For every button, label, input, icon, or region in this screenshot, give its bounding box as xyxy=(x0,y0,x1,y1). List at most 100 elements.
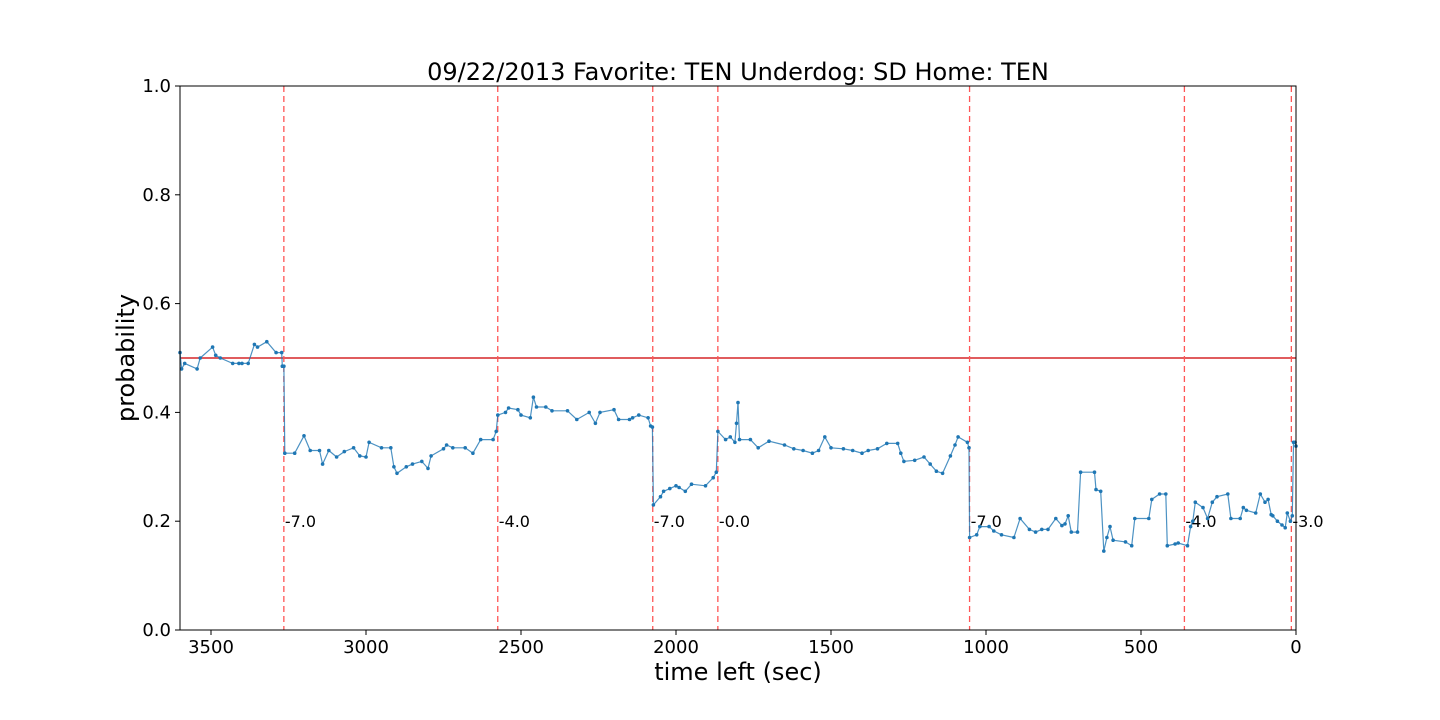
series-point xyxy=(1027,527,1032,532)
series-point xyxy=(616,417,621,422)
series-point xyxy=(1018,516,1022,521)
series-point xyxy=(940,471,945,476)
series-point xyxy=(674,484,678,488)
series-point xyxy=(967,446,971,450)
series-point xyxy=(320,462,325,466)
series-point xyxy=(441,447,446,451)
series-point xyxy=(255,345,260,349)
series-point xyxy=(252,342,257,347)
series-point xyxy=(1193,500,1198,505)
series-point xyxy=(866,448,870,453)
series-point xyxy=(1054,516,1058,521)
series-point xyxy=(885,441,889,446)
series-point xyxy=(274,350,278,355)
series-point xyxy=(1066,514,1070,518)
series-point xyxy=(429,454,433,458)
series-point xyxy=(683,489,688,494)
score-marker-label: -4.0 xyxy=(499,512,530,531)
series-point xyxy=(912,458,917,463)
series-point xyxy=(1164,492,1168,496)
series-point xyxy=(1173,542,1177,546)
series-point xyxy=(875,447,880,451)
series-point xyxy=(265,339,269,344)
series-point xyxy=(1275,519,1280,523)
series-point xyxy=(637,413,641,417)
series-point xyxy=(1283,525,1287,530)
series-point xyxy=(575,417,579,422)
axis-ticks: 3500 3000 2500 2000 1500 1000 500 0 0.0 0.2 0.4 0.6… xyxy=(142,76,1301,658)
series-point xyxy=(1226,492,1230,496)
series-point xyxy=(478,437,483,442)
series-point xyxy=(895,441,900,446)
series-point xyxy=(934,469,939,474)
y-tick-label: 0.2 xyxy=(142,511,171,532)
series-point xyxy=(420,459,424,464)
series-point xyxy=(612,407,616,412)
series-point xyxy=(1176,541,1180,545)
series-point xyxy=(237,361,241,366)
series-point xyxy=(661,489,666,494)
series-point xyxy=(733,440,737,445)
series-point xyxy=(902,459,906,464)
series-point xyxy=(1094,487,1098,492)
x-tick-label: 3500 xyxy=(188,637,234,658)
score-marker-label: -7.0 xyxy=(971,512,1002,531)
series-point xyxy=(1201,505,1205,510)
series-point xyxy=(395,471,399,476)
series-point xyxy=(1105,535,1109,540)
series-point xyxy=(723,437,728,442)
series-point xyxy=(182,361,187,366)
series-point xyxy=(650,425,655,429)
series-point xyxy=(1133,516,1137,521)
series-point xyxy=(841,447,846,451)
series-point xyxy=(1210,500,1215,505)
series-point xyxy=(544,405,548,409)
series-point xyxy=(651,503,656,507)
series-point xyxy=(816,448,821,453)
series-point xyxy=(195,367,199,371)
series-point xyxy=(1078,470,1083,475)
y-tick-label: 1.0 xyxy=(142,76,171,97)
series-point xyxy=(404,465,409,469)
series-point xyxy=(1280,523,1284,527)
series-point xyxy=(1157,492,1162,496)
series-point xyxy=(860,451,864,456)
plot-area: -7.0 -4.0 -7.0 -0.0 -7.0 -4.0 -3.0 xyxy=(178,86,1324,630)
x-tick-label: 2500 xyxy=(498,637,544,658)
x-tick-label: 500 xyxy=(1124,637,1158,658)
series-point xyxy=(491,437,495,442)
series-point xyxy=(1147,516,1151,521)
series-point xyxy=(1046,527,1050,532)
series-point xyxy=(279,350,284,355)
series-point xyxy=(1258,492,1263,496)
series-point xyxy=(992,529,996,533)
series-point xyxy=(282,364,286,369)
plot-frame xyxy=(179,85,1297,631)
series-point xyxy=(389,446,393,450)
series-point xyxy=(317,448,322,453)
series-point xyxy=(899,451,903,456)
series-point xyxy=(1075,530,1080,534)
series-point xyxy=(792,447,796,451)
series-point xyxy=(292,451,297,456)
series-point xyxy=(230,361,235,366)
series-point xyxy=(410,462,415,466)
series-point xyxy=(677,485,681,490)
series-point xyxy=(531,395,536,400)
series-point xyxy=(1263,500,1267,505)
series-point xyxy=(506,406,511,410)
series-point xyxy=(627,417,632,422)
series-point xyxy=(392,465,396,469)
series-point xyxy=(716,429,720,434)
series-point xyxy=(1205,516,1210,521)
series-point xyxy=(210,345,215,349)
series-point xyxy=(1191,519,1195,523)
series-point xyxy=(1129,543,1134,548)
series-point xyxy=(496,413,500,417)
series-point xyxy=(1060,523,1064,528)
series-point xyxy=(327,448,331,453)
series-point xyxy=(1285,511,1290,515)
series-point xyxy=(999,533,1004,537)
series-point xyxy=(598,410,602,415)
